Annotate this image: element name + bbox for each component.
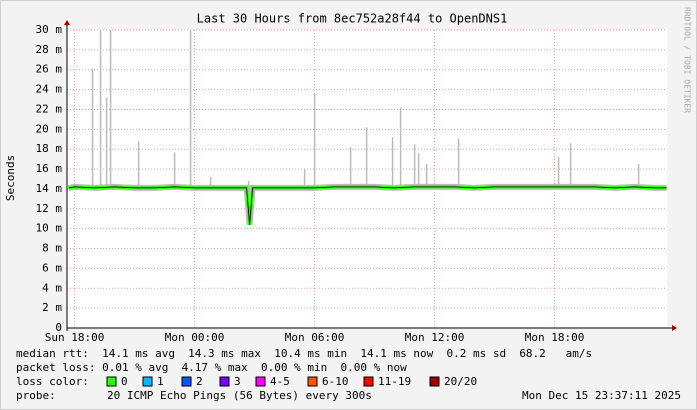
y-tick-label: 4 m <box>42 281 62 294</box>
y-arrow <box>64 20 70 25</box>
legend-swatch <box>106 376 117 387</box>
y-tick-label: 12 m <box>36 202 63 215</box>
marks <box>68 30 667 225</box>
y-tick-label: 22 m <box>36 102 63 115</box>
legend-swatch <box>142 376 153 387</box>
legend-swatch <box>181 376 192 387</box>
legend: 0 1 2 3 4-5 6-10 11-19 20/20 <box>106 375 477 388</box>
y-tick-label: 16 m <box>36 162 63 175</box>
loss-label: loss color: <box>16 375 89 388</box>
legend-label: 3 <box>234 375 241 388</box>
y-tick-label: 26 m <box>36 63 63 76</box>
probe: 20 ICMP Echo Pings (56 Bytes) every 300s <box>107 389 372 402</box>
y-tick-label: 10 m <box>36 222 63 235</box>
x-tick-label: Sun 18:00 <box>45 331 105 344</box>
y-tick-label: 20 m <box>36 122 63 135</box>
timestamp: Mon Dec 15 23:37:11 2025 <box>522 389 681 402</box>
y-axis-label: Seconds <box>4 155 17 201</box>
y-tick-label: 30 m <box>36 23 63 36</box>
y-tick-label: 0 <box>55 321 62 334</box>
x-tick-label: Mon 12:00 <box>405 331 465 344</box>
legend-label: 20/20 <box>444 375 477 388</box>
legend-label: 4-5 <box>270 375 290 388</box>
y-tick-label: 2 m <box>42 301 62 314</box>
watermark: RRDTOOL / TOBI OETIKER <box>683 7 692 113</box>
median-core <box>68 186 667 225</box>
legend-swatch <box>429 376 440 387</box>
legend-swatch <box>307 376 318 387</box>
x-tick-label: Mon 00:00 <box>165 331 225 344</box>
y-tick-label: 18 m <box>36 142 63 155</box>
legend-swatch <box>363 376 374 387</box>
legend-label: 6-10 <box>322 375 349 388</box>
legend-label: 2 <box>196 375 203 388</box>
probe-label: probe: <box>16 389 56 402</box>
x-tick-label: Mon 06:00 <box>285 331 345 344</box>
legend-swatch <box>255 376 266 387</box>
legend-swatch <box>219 376 230 387</box>
y-tick-label: 28 m <box>36 43 63 56</box>
legend-label: 1 <box>157 375 164 388</box>
x-arrow <box>672 325 677 331</box>
chart-title: Last 30 Hours from 8ec752a28f44 to OpenD… <box>197 12 508 26</box>
y-tick-label: 14 m <box>36 182 63 195</box>
x-tick-label: Mon 18:00 <box>525 331 585 344</box>
stats-line: packet loss: 0.01 % avg 4.17 % max 0.00 … <box>16 361 407 374</box>
legend-label: 11-19 <box>378 375 411 388</box>
legend-label: 0 <box>121 375 128 388</box>
y-tick-label: 8 m <box>42 242 62 255</box>
y-tick-label: 6 m <box>42 261 62 274</box>
stats-line: median rtt: 14.1 ms avg 14.3 ms max 10.4… <box>16 347 592 360</box>
y-tick-label: 24 m <box>36 83 63 96</box>
